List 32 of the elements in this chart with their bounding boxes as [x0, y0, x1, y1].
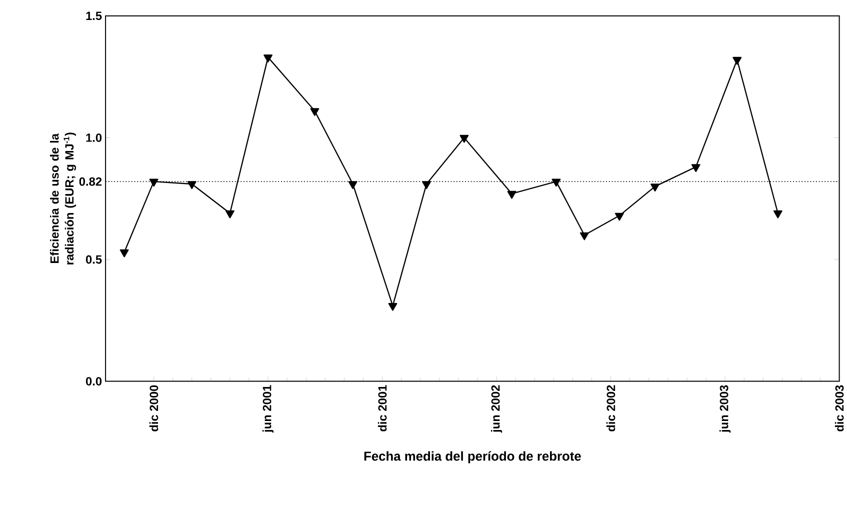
point — [120, 250, 129, 258]
point — [460, 135, 469, 143]
x-tick-label: dic 2002 — [606, 385, 616, 432]
point — [650, 184, 660, 192]
point — [732, 57, 742, 65]
point — [149, 178, 158, 187]
x-tick-label: jun 2001 — [262, 385, 274, 433]
point — [773, 210, 782, 218]
x-axis-title: Fecha media del período de rebrote — [364, 451, 581, 464]
point — [225, 210, 234, 218]
point — [507, 191, 516, 199]
point — [187, 181, 196, 190]
point — [580, 232, 589, 240]
point — [264, 54, 272, 63]
y-tick-label: 0.0 — [86, 377, 102, 386]
y-tick-label: 0.82 — [79, 177, 102, 186]
x-tick-label: jun 2003 — [720, 385, 731, 433]
x-tick-label: dic 2003 — [834, 385, 844, 432]
x-tick-label: jun 2002 — [491, 385, 502, 433]
y-tick-label: 1.5 — [86, 12, 102, 20]
x-tick-label: dic 2000 — [149, 385, 158, 432]
point — [388, 303, 398, 311]
point — [348, 181, 358, 190]
point — [552, 178, 561, 187]
y-tick-label: 0.5 — [86, 255, 102, 264]
y-axis-title: Eficiencia de uso de la radiación (EUR; g MJ$^{-1}$) — [50, 132, 76, 265]
x-tick-label: dic 2001 — [378, 385, 387, 432]
point — [614, 212, 624, 221]
y-tick-label: 1.0 — [86, 134, 102, 142]
point — [691, 164, 700, 172]
point — [422, 181, 431, 190]
point — [310, 108, 320, 116]
